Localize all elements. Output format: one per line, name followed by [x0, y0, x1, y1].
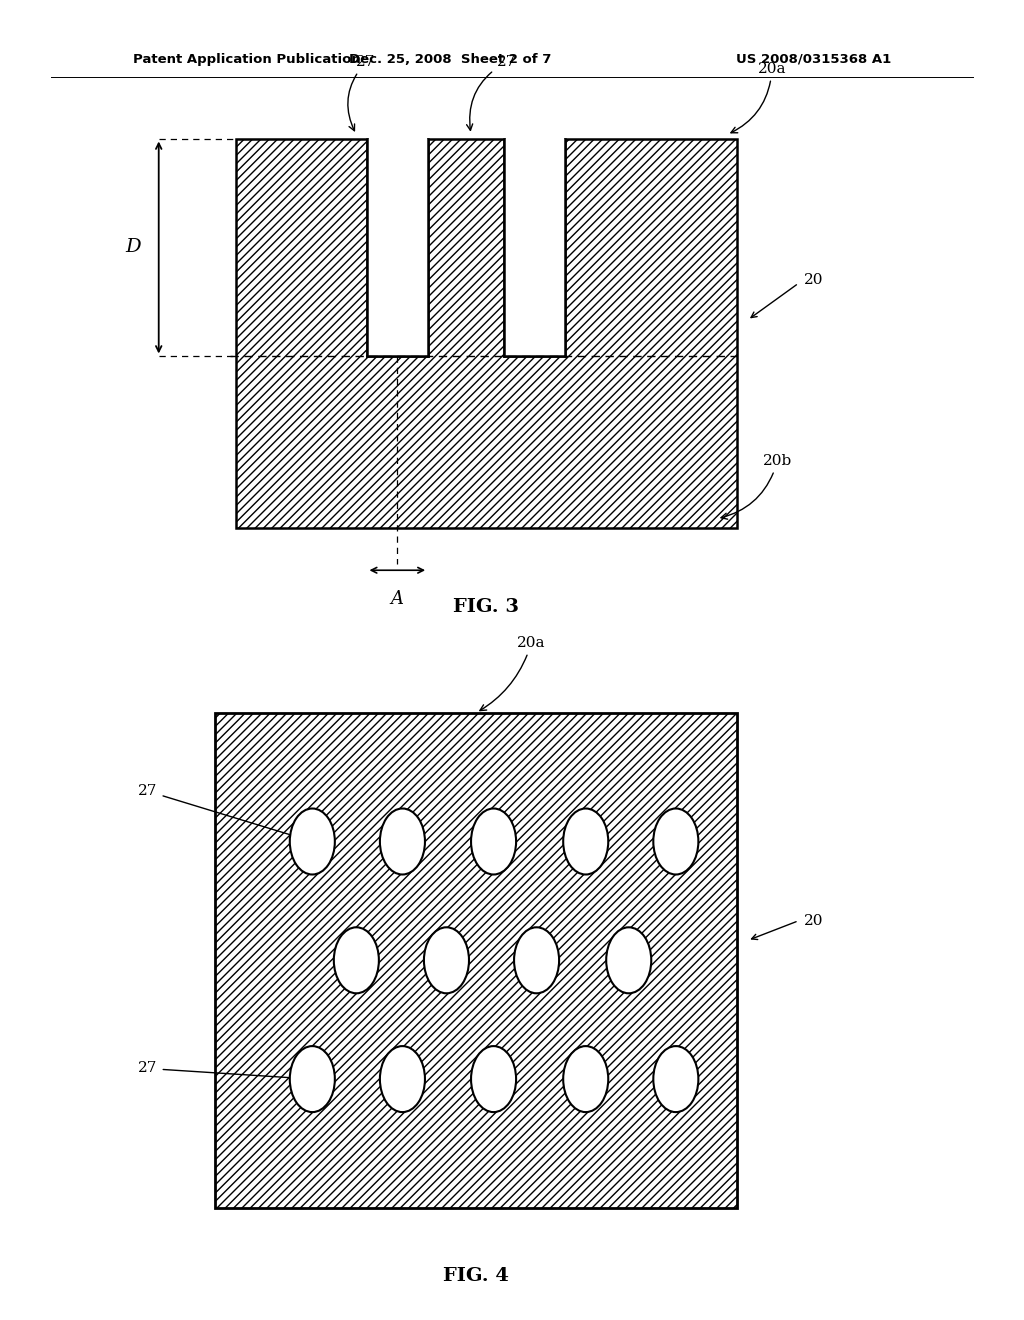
Polygon shape	[236, 139, 737, 528]
Ellipse shape	[653, 808, 698, 874]
Ellipse shape	[653, 1045, 698, 1111]
Text: FIG. 4: FIG. 4	[443, 1267, 509, 1286]
Ellipse shape	[334, 927, 379, 993]
Ellipse shape	[653, 808, 698, 874]
Ellipse shape	[290, 808, 335, 874]
Ellipse shape	[563, 808, 608, 874]
Text: A: A	[391, 590, 403, 609]
Ellipse shape	[290, 808, 335, 874]
Ellipse shape	[424, 927, 469, 993]
Text: 27: 27	[138, 1061, 308, 1081]
Text: 20a: 20a	[731, 62, 786, 133]
Ellipse shape	[514, 927, 559, 993]
Ellipse shape	[606, 927, 651, 993]
Text: 27: 27	[138, 784, 308, 841]
Ellipse shape	[380, 1045, 425, 1111]
Ellipse shape	[380, 808, 425, 874]
Ellipse shape	[653, 1045, 698, 1111]
Ellipse shape	[334, 927, 379, 993]
Text: 20: 20	[804, 913, 823, 928]
Text: Patent Application Publication: Patent Application Publication	[133, 53, 360, 66]
Text: D: D	[125, 239, 141, 256]
Ellipse shape	[380, 1045, 425, 1111]
Text: Dec. 25, 2008  Sheet 2 of 7: Dec. 25, 2008 Sheet 2 of 7	[349, 53, 552, 66]
Text: 27: 27	[348, 55, 376, 131]
Ellipse shape	[514, 927, 559, 993]
Ellipse shape	[471, 808, 516, 874]
Ellipse shape	[290, 1045, 335, 1111]
Ellipse shape	[563, 1045, 608, 1111]
Ellipse shape	[606, 927, 651, 993]
Text: 27: 27	[467, 55, 516, 131]
Ellipse shape	[471, 1045, 516, 1111]
Ellipse shape	[290, 1045, 335, 1111]
Text: US 2008/0315368 A1: US 2008/0315368 A1	[735, 53, 891, 66]
Ellipse shape	[563, 808, 608, 874]
Text: FIG. 3: FIG. 3	[454, 598, 519, 616]
Ellipse shape	[471, 808, 516, 874]
Ellipse shape	[563, 1045, 608, 1111]
Bar	[367, 139, 428, 356]
Text: 20: 20	[804, 273, 823, 288]
Text: 20a: 20a	[480, 636, 546, 710]
Ellipse shape	[380, 808, 425, 874]
Bar	[504, 139, 565, 356]
Text: 20b: 20b	[721, 454, 793, 519]
Ellipse shape	[471, 1045, 516, 1111]
Bar	[215, 713, 737, 1208]
Ellipse shape	[424, 927, 469, 993]
